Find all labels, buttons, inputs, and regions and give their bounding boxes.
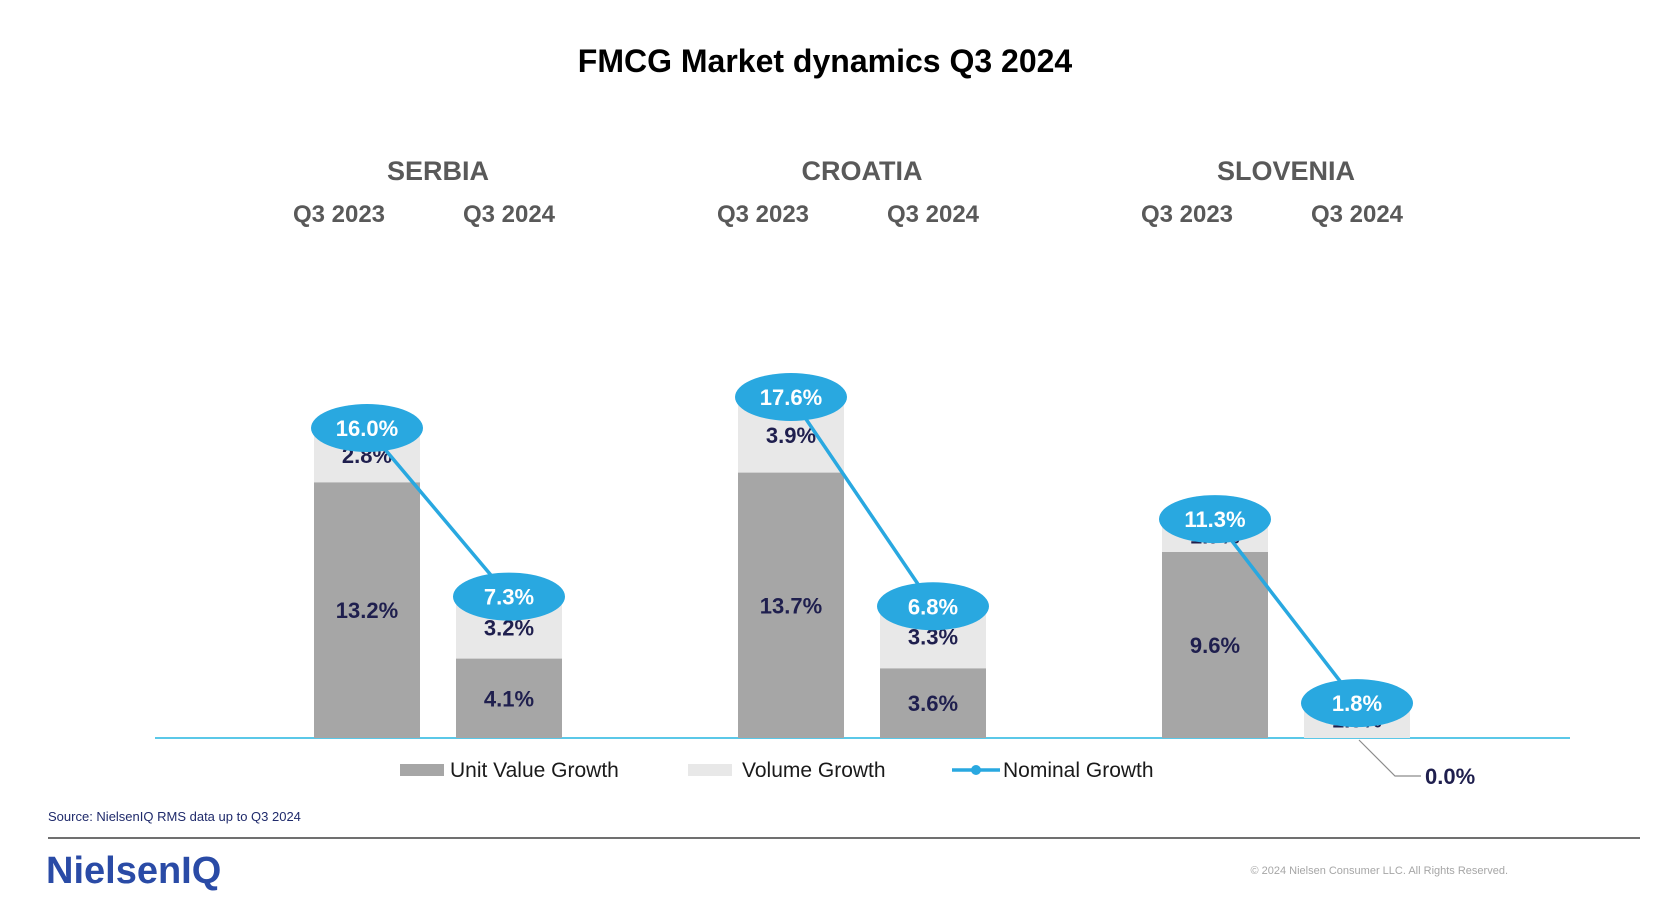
legend-label-unit-value: Unit Value Growth [450, 759, 619, 782]
nominal-growth-bubble [1159, 495, 1271, 544]
callout-leader-line [1358, 739, 1421, 777]
period-label: Q3 2024 [887, 201, 980, 228]
unit-value-label: 4.1% [484, 686, 534, 711]
country-label: CROATIA [802, 156, 923, 186]
nominal-growth-label: 1.8% [1332, 691, 1382, 716]
period-label: Q3 2024 [463, 201, 556, 228]
legend-label-volume: Volume Growth [742, 759, 886, 782]
period-label: Q3 2023 [717, 201, 809, 228]
source-note: Source: NielsenIQ RMS data up to Q3 2024 [48, 809, 301, 824]
unit-value-bar [456, 658, 562, 738]
unit-value-bar [738, 472, 844, 738]
unit-value-label: 3.6% [908, 691, 958, 716]
nominal-growth-label: 17.6% [760, 385, 822, 410]
nominal-growth-line [789, 396, 935, 608]
copyright-text: © 2024 Nielsen Consumer LLC. All Rights … [1250, 865, 1508, 877]
nominal-growth-bubble [1301, 679, 1413, 728]
nominal-growth-bubble [735, 373, 847, 421]
chart-title: FMCG Market dynamics Q3 2024 [578, 43, 1073, 79]
country-label: SERBIA [387, 156, 489, 186]
period-label: Q3 2023 [293, 201, 385, 228]
nominal-growth-line [365, 426, 511, 598]
nominal-growth-line [1213, 517, 1359, 705]
period-label: Q3 2024 [1311, 201, 1404, 228]
unit-value-bar [314, 482, 420, 738]
nominal-growth-bubble [453, 572, 565, 621]
unit-value-bar [1162, 552, 1268, 738]
nominal-growth-label: 16.0% [336, 416, 398, 441]
nielseniq-logo: NielsenIQ [46, 850, 221, 892]
legend-marker-nominal [971, 765, 981, 775]
legend-swatch-volume [688, 764, 732, 776]
volume-label: 3.9% [766, 423, 816, 448]
legend-label-nominal: Nominal Growth [1003, 759, 1154, 782]
unit-value-bar [880, 668, 986, 738]
unit-value-label: 9.6% [1190, 633, 1240, 658]
country-label: SLOVENIA [1217, 156, 1355, 186]
nominal-growth-bubble [311, 404, 423, 452]
zero-value-callout: 0.0% [1425, 764, 1475, 789]
legend-swatch-unit-value [400, 764, 444, 776]
unit-value-label: 13.2% [336, 598, 398, 623]
nominal-growth-label: 7.3% [484, 585, 534, 610]
nominal-growth-label: 6.8% [908, 594, 958, 619]
unit-value-label: 13.7% [760, 593, 822, 618]
period-label: Q3 2023 [1141, 201, 1233, 228]
nominal-growth-label: 11.3% [1184, 507, 1245, 532]
nominal-growth-bubble [877, 582, 989, 631]
